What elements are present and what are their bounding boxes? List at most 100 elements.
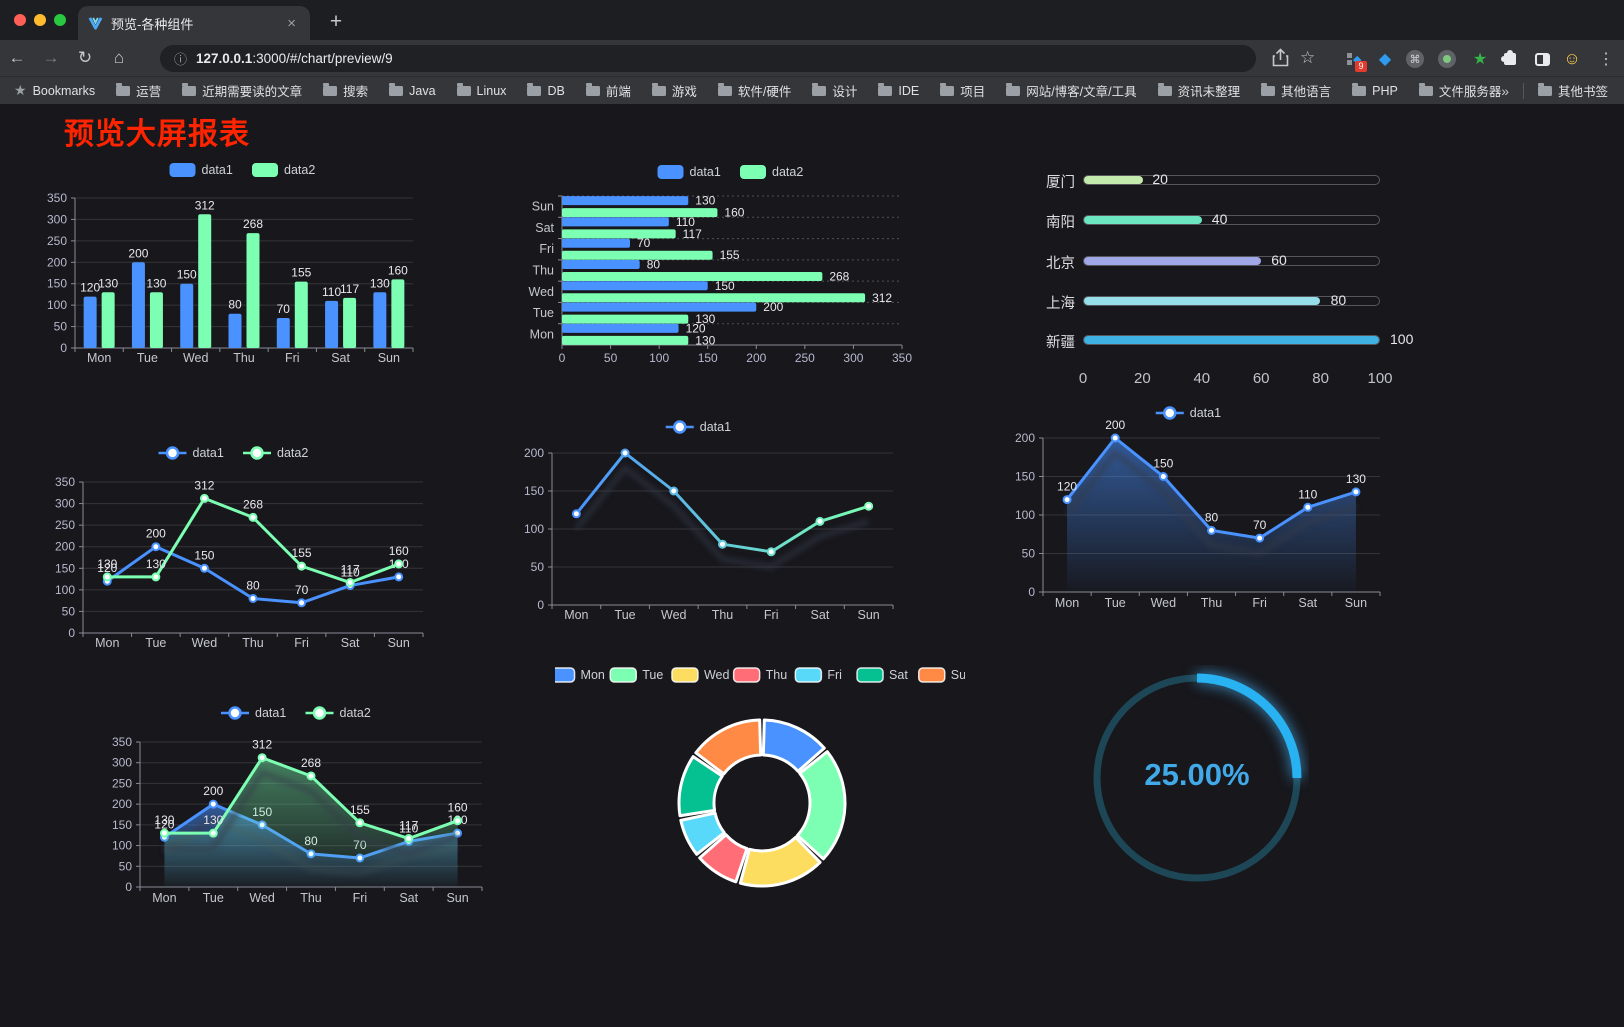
bookmark-folder[interactable]: 文件服务器 xyxy=(1418,81,1501,100)
site-info-icon[interactable]: ⓘ xyxy=(174,52,188,67)
bookmark-folder[interactable]: Linux xyxy=(456,82,506,98)
extensions-puzzle-icon[interactable] xyxy=(1500,49,1520,69)
svg-text:Fri: Fri xyxy=(353,891,368,905)
progress-row[interactable]: 厦门 20 xyxy=(1000,170,1390,191)
back-icon[interactable]: ← xyxy=(8,48,26,67)
folder-icon xyxy=(585,82,600,96)
svg-text:Mon: Mon xyxy=(530,327,554,341)
share-icon[interactable] xyxy=(1272,48,1289,72)
legend-item[interactable]: Fri xyxy=(794,667,842,683)
bookmark-folder[interactable]: 运营 xyxy=(116,81,161,100)
bookmark-folder[interactable]: 其他语言 xyxy=(1261,81,1331,100)
bookmark-star-icon[interactable]: ☆ xyxy=(1300,48,1316,67)
legend-item[interactable]: data1 xyxy=(665,420,731,434)
legend-item[interactable]: data1 xyxy=(221,706,286,720)
svg-text:data1: data1 xyxy=(193,446,224,460)
donut-slice[interactable] xyxy=(679,811,726,856)
bookmark-folder[interactable]: 软件/硬件 xyxy=(717,81,791,100)
svg-text:110: 110 xyxy=(1298,487,1317,501)
home-icon[interactable]: ⌂ xyxy=(113,48,125,67)
bookmark-folder[interactable]: 搜索 xyxy=(323,81,368,100)
donut-slice[interactable] xyxy=(761,718,826,773)
horizontal-bar-chart[interactable]: data1 data2 0 50 100 150 200 250 300 350 Sun 130 160… xyxy=(500,150,915,375)
bookmark-folder[interactable]: 资讯未整理 xyxy=(1157,81,1240,100)
progress-row[interactable]: 南阳 40 xyxy=(1000,210,1390,231)
svg-text:0: 0 xyxy=(1028,585,1035,599)
percent-gauge-chart[interactable]: 25.00% xyxy=(1085,665,1309,889)
svg-text:Tue: Tue xyxy=(615,608,636,622)
zoom-window-button[interactable] xyxy=(54,14,66,26)
legend-item[interactable]: data2 xyxy=(740,165,803,179)
bookmark-folder[interactable]: 近期需要读的文章 xyxy=(182,81,302,100)
new-tab-button[interactable]: + xyxy=(329,10,343,33)
legend-item[interactable]: data1 xyxy=(1155,406,1221,420)
bookmark-folder[interactable]: 项目 xyxy=(940,81,985,100)
sidebar-toggle-icon[interactable] xyxy=(1532,49,1552,69)
tab-close-icon[interactable]: × xyxy=(287,14,296,32)
grouped-bar-chart[interactable]: data1 data2 0 50 100 150 200 250 300 350 Mon Tue Wed… xyxy=(40,145,440,380)
minimize-window-button[interactable] xyxy=(34,14,46,26)
donut-slice[interactable] xyxy=(738,835,822,888)
other-bookmarks-folder[interactable]: 其他书签 xyxy=(1537,81,1608,100)
extension-command-icon[interactable]: ⌘ xyxy=(1405,49,1425,69)
progress-row[interactable]: 上海 80 xyxy=(1000,291,1390,312)
bookmark-folder[interactable]: 前端 xyxy=(585,81,631,100)
bookmark-folder[interactable]: 游戏 xyxy=(651,81,697,100)
legend-item[interactable]: data1 xyxy=(158,446,224,460)
legend-item[interactable]: data2 xyxy=(305,706,371,720)
bookmark-folder[interactable]: IDE xyxy=(878,82,919,98)
legend-item[interactable]: data2 xyxy=(252,163,315,177)
svg-text:250: 250 xyxy=(795,351,815,365)
legend-item[interactable]: Thu xyxy=(732,667,788,683)
progress-row[interactable]: 北京 60 xyxy=(1000,251,1390,272)
legend-item[interactable]: Tue xyxy=(609,667,663,683)
extension-emoji-icon[interactable]: ☺ xyxy=(1563,49,1581,68)
menu-dots-icon[interactable]: ⋮ xyxy=(1598,51,1614,68)
svg-text:110: 110 xyxy=(341,566,360,580)
legend-item[interactable]: Wed xyxy=(671,667,730,683)
dual-line-chart[interactable]: data1 data2 0 50 100 150 200 250 300 350 Mon Tue Wed… xyxy=(40,440,430,665)
bookmark-folder[interactable]: DB xyxy=(527,82,565,98)
folder-icon xyxy=(323,82,338,96)
address-bar[interactable]: ⓘ 127.0.0.1:3000/#/chart/preview/9 xyxy=(160,45,1256,72)
legend-item[interactable]: data1 xyxy=(657,165,721,179)
close-window-button[interactable] xyxy=(14,14,26,26)
week-donut-chart[interactable]: Mon Tue Wed Thu Fri Sat Sun xyxy=(547,655,973,900)
svg-text:Sun: Sun xyxy=(858,608,880,622)
extension-grid-badge-icon[interactable]: ◆ 9 xyxy=(1343,49,1367,72)
svg-text:200: 200 xyxy=(146,527,166,541)
svg-text:70: 70 xyxy=(295,583,309,597)
svg-text:Sun: Sun xyxy=(378,351,400,365)
bookmark-folder[interactable]: 设计 xyxy=(812,81,857,100)
donut-slice[interactable] xyxy=(677,755,724,818)
progress-row[interactable]: 新疆 100 xyxy=(1000,330,1413,351)
area-line-chart[interactable]: data1 0 50 100 150 200 Mon Tue Wed Thu Fri Sat Sun 12… xyxy=(990,400,1390,625)
city-progress-chart[interactable]: 厦门 20 南阳 40 北京 60 上海 80 新疆 100 0 20 40 60 80 100 xyxy=(1000,160,1413,395)
bookmark-folder[interactable]: Java xyxy=(389,82,436,98)
reload-icon[interactable]: ↻ xyxy=(77,48,93,67)
donut-slice[interactable] xyxy=(795,750,847,861)
extension-green-star-icon[interactable]: ★ xyxy=(1472,51,1488,68)
legend-item[interactable]: data1 xyxy=(169,163,233,177)
bookmark-folder[interactable]: 网站/博客/文章/工具 xyxy=(1006,81,1137,100)
extension-diamond-icon[interactable]: ◆ xyxy=(1378,51,1392,68)
bookmarks-overflow-chevron[interactable]: » xyxy=(1501,82,1509,99)
donut-slice[interactable] xyxy=(694,718,763,776)
dual-area-line-chart[interactable]: data1 data2 0 50 100 150 200 250 300 350 Mon Tue Wed… xyxy=(100,700,495,920)
bookmark-folder[interactable]: PHP xyxy=(1352,82,1398,98)
bookmarks-manager-item[interactable]: ★ Bookmarks xyxy=(14,82,96,98)
gradient-line-chart[interactable]: data1 0 50 100 150 200 Mon Tue Wed Thu Fri Sat Sun xyxy=(500,415,900,640)
browser-tab[interactable]: 预览-各种组件 × xyxy=(78,6,310,40)
svg-text:Mon: Mon xyxy=(87,351,111,365)
legend-item[interactable]: Mon xyxy=(547,667,605,683)
extension-recorder-icon[interactable] xyxy=(1437,49,1457,69)
tab-favicon-icon xyxy=(88,16,103,30)
legend-item[interactable]: Sat xyxy=(856,667,908,683)
legend-item[interactable]: Sun xyxy=(918,667,973,683)
forward-icon[interactable]: → xyxy=(42,48,60,67)
svg-text:Tue: Tue xyxy=(533,306,554,320)
svg-text:Thu: Thu xyxy=(233,351,255,365)
donut-slice[interactable] xyxy=(698,833,749,884)
progress-fill xyxy=(1084,176,1143,184)
legend-item[interactable]: data2 xyxy=(243,446,308,460)
